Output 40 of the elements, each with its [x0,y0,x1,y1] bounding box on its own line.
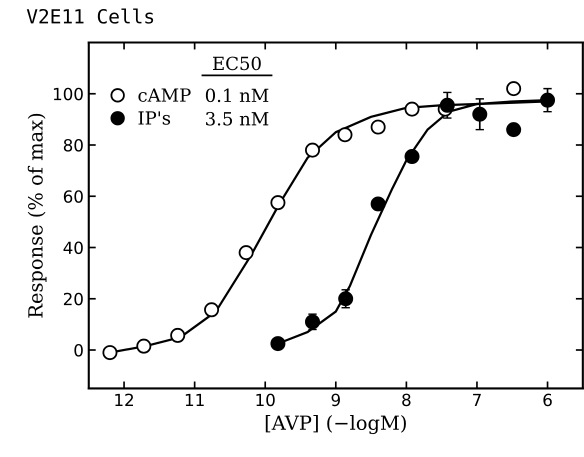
legend-label: cAMP [138,88,191,102]
y-tick-label: 40 [64,241,83,254]
point [238,245,254,260]
y-axis-title: Response (% of max) [28,114,47,318]
x-tick-label: 8 [402,394,411,406]
point [370,120,386,135]
point [540,92,556,108]
point [136,338,152,354]
legend-label: IP's [138,111,170,125]
y-tick-label: 80 [64,138,83,152]
annotation: 3.5 nM [206,112,268,126]
point [305,142,320,158]
x-tick-label: 9 [332,394,340,406]
x-axis-title: [AVP] (−logM) [266,414,406,434]
point [506,122,522,138]
x-tick-label: 12 [115,394,133,406]
x-tick-label: 6 [543,394,552,406]
point [102,345,118,360]
x-tick-label: 11 [186,394,204,406]
point [337,127,352,142]
x-tick-label: 10 [256,394,275,406]
y-tick-label: 100 [54,88,83,100]
point [472,106,488,122]
point [204,302,220,318]
point [370,196,386,212]
y-tick-label: 0 [74,344,83,357]
annotation: 0.1 nM [206,88,268,102]
chart-title: V2E11 Cells [26,8,154,24]
point [404,149,420,164]
point [506,81,522,96]
y-tick-label: 60 [64,190,83,203]
point [170,328,186,343]
point [404,102,420,117]
x-tick-label: 7 [473,394,481,406]
annotation: EC50 [212,56,261,70]
point [270,336,286,352]
point [338,291,354,306]
point [440,98,455,113]
point [270,195,286,210]
y-tick-label: 20 [64,292,83,306]
